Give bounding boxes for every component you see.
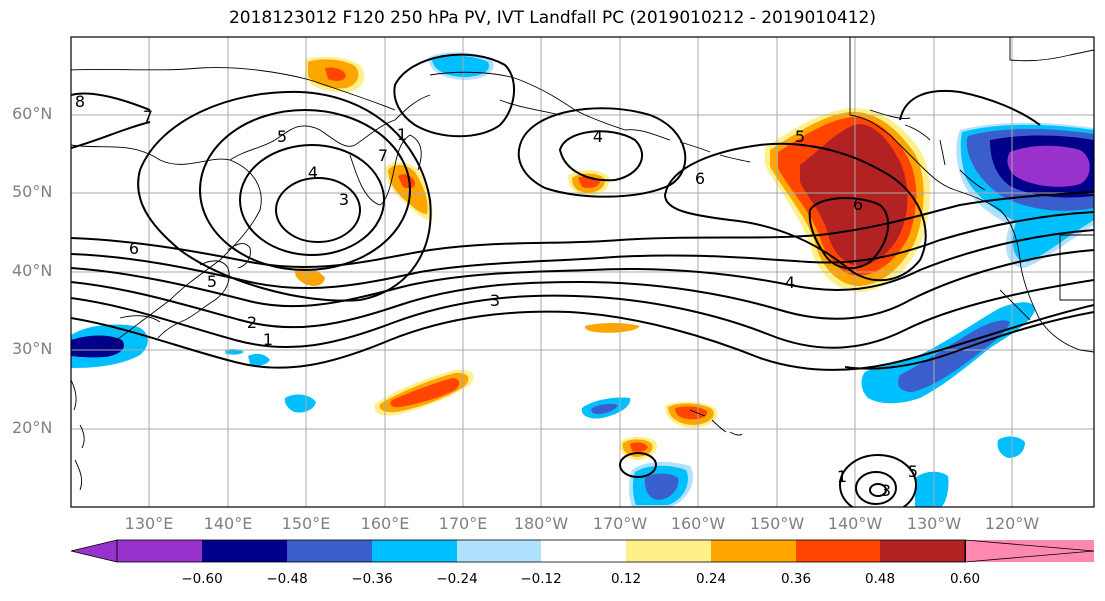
map-content: 8 7 5 4 3 7 1 6 5 2 1 4 3 6 6 5 4 1 5 3 — [71, 37, 1094, 507]
colorbar-segment — [541, 540, 626, 562]
contour-label: 5 — [277, 127, 287, 146]
contour-label: 3 — [490, 291, 500, 310]
colorbar-segment — [457, 540, 541, 562]
lon-label: 130°W — [906, 514, 962, 533]
positive-blob-small — [584, 323, 640, 333]
lat-label: 60°N — [12, 104, 53, 123]
pv-contours — [71, 53, 1094, 507]
lat-label: 40°N — [12, 261, 53, 280]
colorbar-tick-label: −0.12 — [520, 571, 562, 587]
lat-label: 30°N — [12, 339, 53, 358]
ivt-shading — [71, 52, 1094, 507]
lon-label: 150°E — [281, 514, 331, 533]
contour-label: 4 — [785, 273, 795, 292]
negative-blob-south-3 — [915, 471, 949, 507]
contour-label: 4 — [308, 163, 318, 182]
lat-label: 50°N — [12, 182, 53, 201]
contour-label: 6 — [853, 195, 863, 214]
colorbar-segment — [796, 540, 880, 562]
colorbar-segment — [711, 540, 796, 562]
lon-label: 120°W — [984, 514, 1040, 533]
colorbar-tick-label: −0.36 — [351, 571, 393, 587]
colorbar-tick-label: −0.24 — [436, 571, 478, 587]
lat-label: 20°N — [12, 418, 53, 437]
colorbar-tick-label: 0.48 — [864, 571, 896, 587]
lon-label: 180°W — [513, 514, 569, 533]
lon-label: 160°W — [670, 514, 726, 533]
lon-label: 170°W — [592, 514, 648, 533]
contour-label: 3 — [339, 190, 349, 209]
colorbar-tick-label: 0.60 — [949, 571, 981, 587]
colorbar-segment — [372, 540, 457, 562]
contour-label: 7 — [143, 107, 153, 126]
contour-label: 5 — [908, 462, 918, 481]
colorbar-tick-label: 0.12 — [610, 571, 642, 587]
contour-label: 3 — [881, 481, 891, 500]
contour-label: 5 — [795, 127, 805, 146]
colorbar-tick-label: −0.60 — [181, 571, 223, 587]
colorbar-tick-label: 0.24 — [695, 571, 727, 587]
colorbar-segment — [287, 540, 372, 562]
lon-label: 170°E — [438, 514, 488, 533]
contour-labels: 8 7 5 4 3 7 1 6 5 2 1 4 3 6 6 5 4 1 5 3 — [75, 92, 918, 500]
graticule — [71, 37, 1094, 507]
lon-label: 140°W — [827, 514, 883, 533]
colorbar-extend-low — [70, 539, 118, 563]
contour-label: 2 — [247, 313, 257, 332]
colorbar-segment — [626, 540, 711, 562]
contour-label: 5 — [207, 272, 217, 291]
lon-label: 150°W — [749, 514, 805, 533]
colorbar-segment — [880, 540, 965, 562]
lon-label: 160°E — [360, 514, 410, 533]
contour-label: 1 — [837, 467, 847, 486]
figure-title: 2018123012 F120 250 hPa PV, IVT Landfall… — [228, 8, 876, 28]
contour-label: 4 — [593, 127, 603, 146]
contour-label: 6 — [129, 239, 139, 258]
contour-label: 1 — [263, 330, 273, 349]
map-frame — [70, 36, 1095, 508]
colorbar — [70, 539, 1095, 563]
colorbar-segment — [202, 540, 287, 562]
lon-label: 130°E — [124, 514, 174, 533]
contour-label: 1 — [397, 125, 407, 144]
lon-label: 140°E — [203, 514, 253, 533]
colorbar-segment — [117, 540, 202, 562]
colorbar-tick-label: 0.36 — [780, 571, 812, 587]
contour-label: 8 — [75, 92, 85, 111]
colorbar-tick-label: −0.48 — [266, 571, 308, 587]
contour-label: 7 — [378, 146, 388, 165]
contour-label: 6 — [695, 169, 705, 188]
